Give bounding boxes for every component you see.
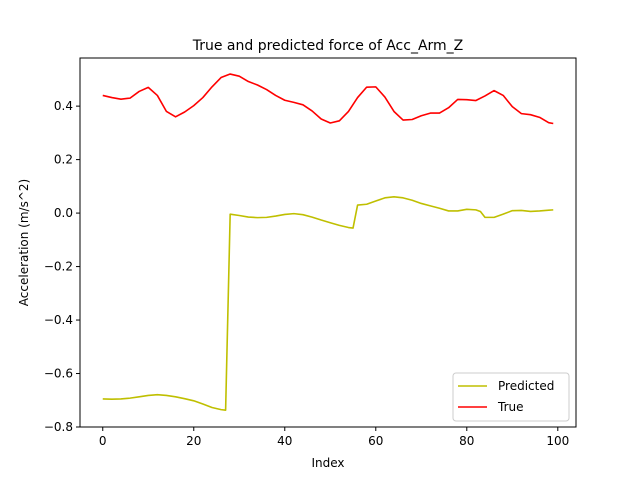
x-tick-label: 20 — [186, 434, 201, 448]
series-line-predicted — [102, 195, 554, 411]
chart-title: True and predicted force of Acc_Arm_Z — [192, 38, 464, 54]
y-tick-label: −0.2 — [44, 260, 73, 274]
ticks-layer: 0 20 40 60 80 100 −0.8 −0.6 −0.4 −0.2 0.0 0.2 0.4 — [44, 99, 569, 448]
y-tick-label: 0.4 — [54, 99, 73, 113]
x-tick-label: 100 — [546, 434, 569, 448]
series-line-true — [102, 73, 554, 125]
axes-frame — [79, 57, 577, 428]
x-tick-label: 0 — [99, 434, 107, 448]
y-tick-label: −0.4 — [44, 313, 73, 327]
y-tick-label: 0.0 — [54, 206, 73, 220]
plot-layer — [102, 73, 554, 411]
y-tick-label: 0.2 — [54, 153, 73, 167]
y-tick-label: −0.6 — [44, 367, 73, 381]
legend-label-true: True — [497, 400, 524, 414]
x-tick-label: 40 — [277, 434, 292, 448]
y-axis-label: Acceleration (m/s^2) — [17, 179, 31, 306]
legend: Predicted True — [452, 372, 570, 422]
legend-label-predicted: Predicted — [498, 379, 554, 393]
x-tick-label: 80 — [459, 434, 474, 448]
legend-box — [452, 372, 570, 422]
y-tick-label: −0.8 — [44, 420, 73, 434]
x-axis-label: Index — [311, 456, 344, 470]
x-tick-label: 60 — [368, 434, 383, 448]
